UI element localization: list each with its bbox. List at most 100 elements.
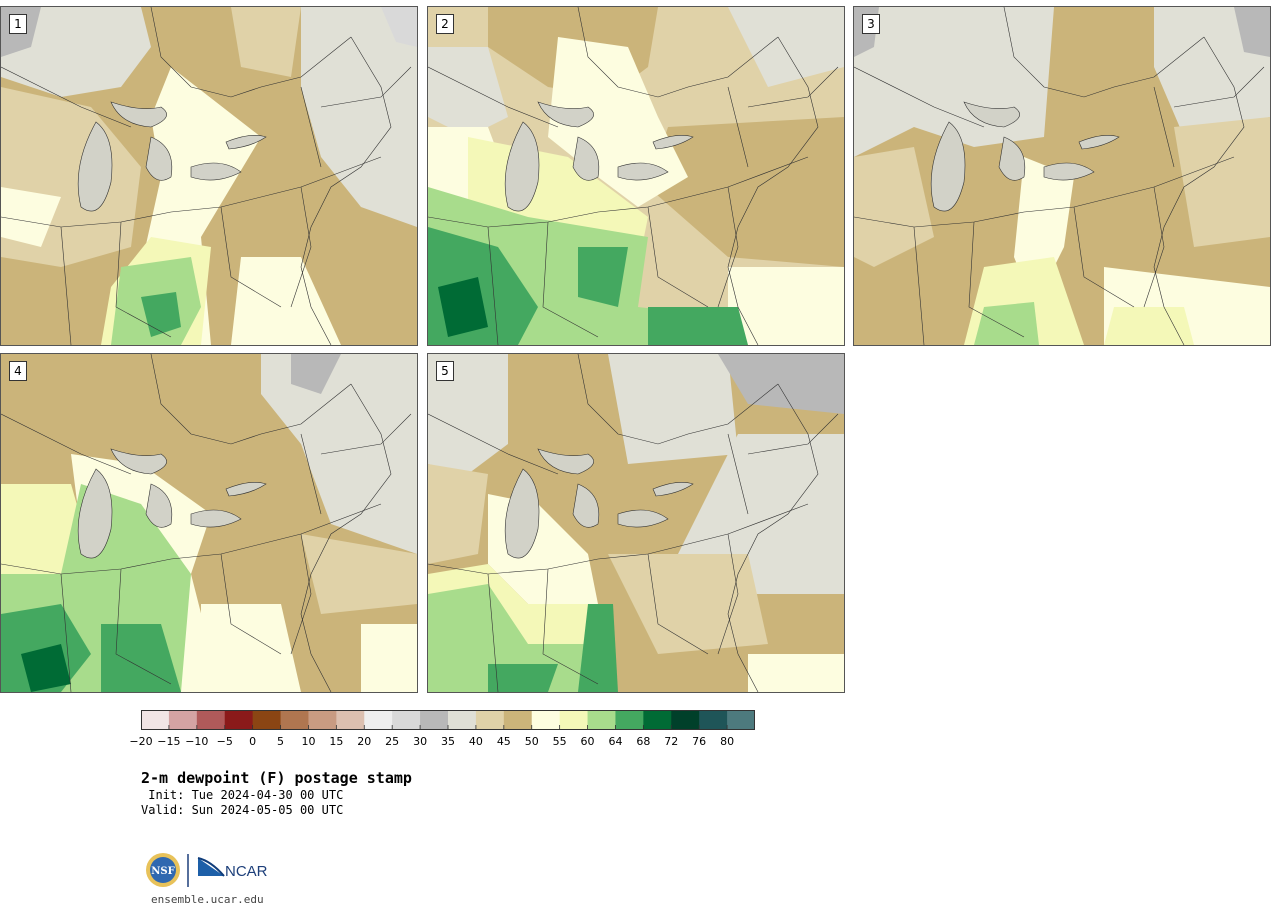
dewpoint-map	[428, 7, 844, 345]
colorbar-bin	[196, 710, 226, 730]
dewpoint-region	[201, 604, 301, 692]
lake	[190, 509, 242, 528]
dewpoint-region	[648, 307, 748, 345]
colorbar-tick-label: −20	[129, 735, 153, 748]
dewpoint-region	[101, 624, 181, 692]
lake	[110, 101, 167, 128]
site-url[interactable]: ensemble.ucar.edu	[151, 893, 264, 906]
dewpoint-region	[728, 267, 844, 345]
state-border	[428, 66, 559, 128]
state-border	[1173, 66, 1265, 108]
dewpoint-region	[428, 464, 488, 564]
colorbar-tick-label: 45	[496, 735, 511, 748]
state-border	[320, 413, 412, 455]
nsf-ncar-logo: NSF NCAR	[146, 853, 268, 887]
panel-number: 3	[862, 14, 880, 34]
lake	[652, 482, 694, 497]
state-border	[913, 226, 925, 345]
colorbar-bin	[671, 710, 700, 730]
state-border	[747, 413, 839, 455]
colorbar-bin	[280, 710, 309, 730]
dewpoint-region	[291, 354, 341, 394]
ncar-mark-curve	[197, 857, 225, 877]
dewpoint-region	[748, 654, 844, 692]
state-border	[854, 211, 1025, 228]
dewpoint-region	[974, 302, 1039, 345]
state-border	[1, 558, 172, 575]
colorbar-tick-label: 10	[301, 735, 316, 748]
lake	[537, 101, 594, 128]
dewpoint-region	[578, 604, 618, 692]
state-border	[290, 533, 312, 655]
colorbar-bin	[168, 710, 198, 730]
state-border	[150, 354, 352, 445]
colorbar-bin	[420, 710, 449, 730]
dewpoint-region	[1154, 7, 1270, 137]
state-border	[597, 503, 809, 560]
state-border	[428, 413, 559, 475]
colorbar-tick-label: 40	[468, 735, 483, 748]
lake	[652, 135, 694, 150]
colorbar-tick-label: −15	[157, 735, 181, 748]
dewpoint-region	[231, 257, 341, 345]
dewpoint-region	[718, 354, 844, 414]
colorbar-tick-label: 68	[636, 735, 651, 748]
colorbar-bin	[643, 710, 672, 730]
map-panel-2: 2	[427, 6, 845, 346]
dewpoint-region	[1104, 307, 1194, 345]
colorbar-bin	[475, 710, 505, 730]
colorbar-bin	[224, 710, 254, 730]
colorbar-tick-label: 15	[329, 735, 344, 748]
colorbar-bin	[699, 710, 728, 730]
lake	[225, 482, 267, 497]
state-border	[300, 36, 392, 345]
state-border	[60, 573, 72, 692]
state-border	[727, 383, 819, 692]
colorbar-bin	[727, 710, 755, 730]
nsf-logo-text: NSF	[151, 866, 174, 877]
colorbar-bin	[252, 710, 282, 730]
state-border	[542, 221, 599, 338]
state-border	[1153, 86, 1175, 168]
colorbar-bin	[448, 710, 477, 730]
lake	[617, 509, 669, 528]
dewpoint-region	[21, 644, 71, 692]
state-border	[854, 66, 985, 128]
colorbar-bin	[531, 710, 561, 730]
colorbar-tick-labels: −20 −15 −10 −5 0 5 10 15 20 25 30 35 40 45 50 55 60 64 68 7…	[128, 735, 768, 749]
colorbar-bin	[615, 710, 644, 730]
state-border	[170, 156, 382, 213]
valid-time: Valid: Sun 2024-05-05 00 UTC	[141, 803, 344, 817]
colorbar-tick-label: 76	[692, 735, 707, 748]
dewpoint-region	[438, 277, 488, 337]
state-border	[717, 533, 739, 655]
state-border	[300, 383, 392, 692]
lake	[77, 121, 113, 212]
nsf-seal-globe	[150, 857, 176, 883]
dewpoint-region	[428, 47, 508, 137]
state-border	[1153, 36, 1245, 345]
lake	[504, 468, 540, 559]
lake	[190, 162, 242, 181]
state-border	[60, 226, 72, 345]
state-border	[1, 66, 132, 128]
lake	[145, 136, 173, 181]
state-border	[577, 354, 779, 445]
state-border	[220, 553, 282, 655]
dewpoint-map	[854, 7, 1270, 345]
colorbar-tick-label: 55	[552, 735, 567, 748]
state-border	[115, 221, 172, 338]
colorbar-tick-label: 30	[413, 735, 428, 748]
colorbar-tick-label: 72	[664, 735, 679, 748]
dewpoint-region	[1234, 7, 1270, 57]
state-border	[1073, 206, 1135, 308]
dewpoint-region	[361, 624, 417, 692]
lake	[572, 136, 600, 181]
figure-title: 2-m dewpoint (F) postage stamp	[141, 769, 412, 787]
colorbar-tick-label: 60	[580, 735, 595, 748]
colorbar-bin	[308, 710, 337, 730]
dewpoint-region	[608, 554, 768, 654]
state-border	[1023, 156, 1235, 213]
colorbar-tick-label: 0	[249, 735, 257, 748]
colorbar	[141, 710, 755, 730]
